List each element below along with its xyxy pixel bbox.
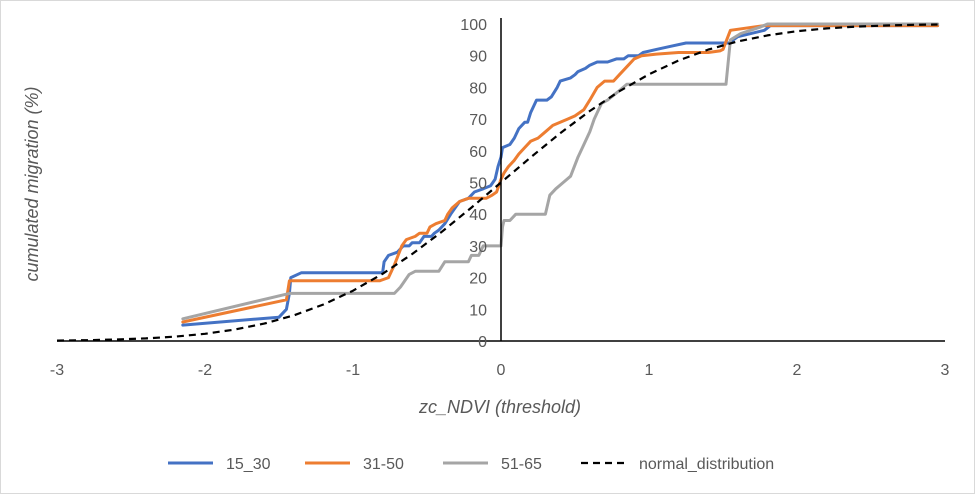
y-tick-label: 0 <box>478 334 487 351</box>
x-tick-label: 0 <box>497 362 506 379</box>
series-line-31-50 <box>181 24 940 324</box>
legend-label: normal_distribution <box>639 456 774 473</box>
y-tick-label: 10 <box>469 302 487 319</box>
plot-lines <box>56 22 940 342</box>
x-axis-title: zc_NDVI (threshold) <box>418 397 581 417</box>
y-tick-label: 100 <box>460 17 487 34</box>
x-tick-label: -3 <box>50 362 64 379</box>
legend-label: 51-65 <box>501 456 542 473</box>
y-tick-label: 30 <box>469 239 487 256</box>
y-tick-label: 70 <box>469 112 487 129</box>
axes <box>57 18 945 342</box>
y-tick-label: 90 <box>469 49 487 66</box>
x-tick-label: 3 <box>941 362 950 379</box>
legend-label: 31-50 <box>363 456 404 473</box>
x-tick-label: -2 <box>198 362 212 379</box>
x-tick-label: 1 <box>645 362 654 379</box>
y-tick-label: 60 <box>469 144 487 161</box>
y-tick-label: 50 <box>469 176 487 193</box>
series-line-51-65 <box>181 22 940 321</box>
y-tick-label: 20 <box>469 271 487 288</box>
y-tick-label: 40 <box>469 207 487 224</box>
series-line-normal-distribution <box>56 23 938 342</box>
legend: 15_30 31-50 51-65 normal_distribution <box>168 456 774 473</box>
x-tick-label: 2 <box>793 362 802 379</box>
y-axis-title: cumulated migration (%) <box>22 86 42 281</box>
x-tick-label: -1 <box>346 362 360 379</box>
legend-label: 15_30 <box>226 456 271 473</box>
y-tick-label: 80 <box>469 80 487 97</box>
